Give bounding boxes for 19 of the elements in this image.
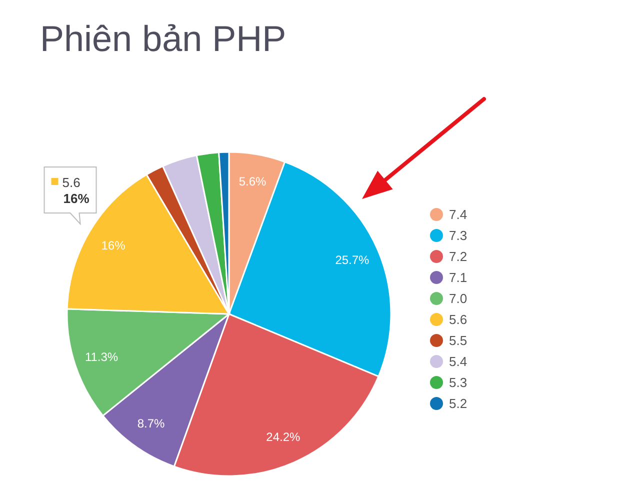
data-label: 5.6% xyxy=(238,174,267,189)
legend-label: 5.6 xyxy=(62,174,80,190)
category-label: 5.6 xyxy=(449,312,468,327)
legend-label: 5.4 xyxy=(449,354,468,369)
data-label: 8.7% xyxy=(137,416,165,431)
data-label: 11.3% xyxy=(84,350,118,364)
data-label: 16% xyxy=(101,238,126,253)
legend-label: 7.3 xyxy=(449,228,468,243)
chart-title: Phiên bản PHP xyxy=(40,18,286,59)
legend-label: 7.4 xyxy=(449,207,468,222)
legend-label: 5.3 xyxy=(449,375,468,390)
legend-label: 7.1 xyxy=(449,270,468,285)
legend-label: 5.2 xyxy=(449,396,468,411)
legend-label: 7.0 xyxy=(449,291,468,306)
data-label: 25.7% xyxy=(335,253,370,268)
legend-label: 7.2 xyxy=(449,249,468,264)
tooltip: 5.6 16% xyxy=(44,166,97,226)
legend-label: 5.5 xyxy=(449,333,468,348)
data-label: 24.2% xyxy=(266,430,301,444)
